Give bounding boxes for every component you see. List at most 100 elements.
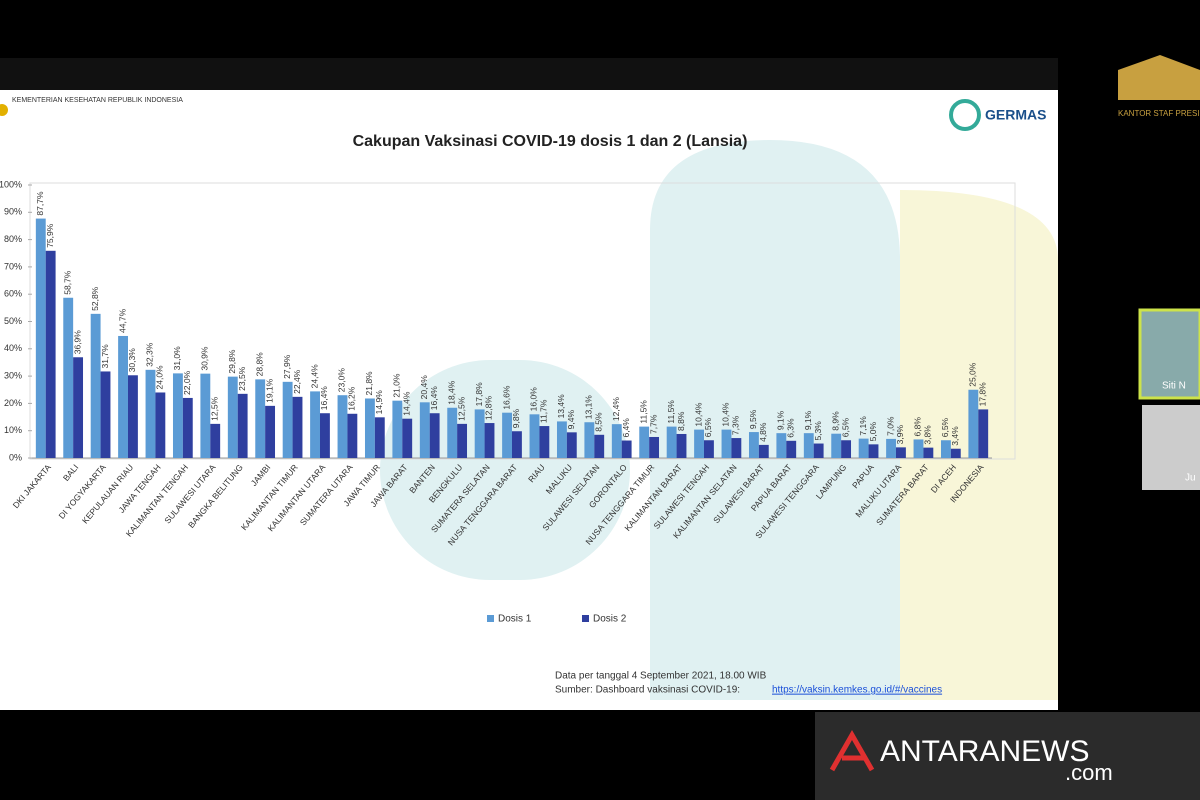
value-label: 6,8% (913, 417, 923, 437)
participant-name: Ju (1185, 473, 1196, 484)
bar (721, 429, 732, 458)
bar (584, 422, 595, 458)
value-label: 12,8% (484, 396, 494, 421)
value-label: 9,1% (803, 410, 813, 430)
bar (155, 392, 166, 458)
bar (337, 395, 348, 458)
y-tick-label: 60% (4, 289, 22, 299)
value-label: 28,8% (254, 352, 264, 377)
value-label: 11,7% (539, 399, 549, 423)
bar (704, 440, 714, 458)
participant-tile[interactable] (1138, 308, 1200, 400)
bar (694, 429, 704, 458)
footnote: Data per tanggal 4 September 2021, 18.00… (555, 671, 767, 682)
value-label: 6,5% (940, 417, 950, 437)
value-label: 13,1% (584, 395, 594, 420)
y-tick-label: 50% (4, 316, 22, 326)
source-link[interactable]: https://vaksin.kemkes.go.id/#/vaccines (772, 685, 942, 696)
bar (255, 379, 266, 458)
bar (200, 373, 211, 458)
value-label: 16,0% (529, 387, 539, 412)
bar (320, 413, 330, 458)
value-label: 20,4% (419, 375, 429, 400)
value-label: 16,4% (429, 386, 439, 411)
bar (210, 423, 221, 458)
bar (512, 431, 522, 458)
germas-logo (949, 99, 981, 131)
bar (566, 432, 577, 458)
bar (502, 412, 512, 458)
bar (896, 447, 906, 458)
value-label: 16,2% (347, 386, 357, 411)
participant-tile[interactable] (1142, 405, 1200, 490)
bar (841, 440, 852, 458)
value-label: 30,9% (200, 346, 210, 371)
y-tick-label: 0% (9, 452, 22, 462)
bar (786, 440, 797, 458)
bar (858, 438, 869, 458)
bar (666, 426, 677, 458)
value-label: 9,5% (748, 409, 758, 429)
bar (913, 439, 924, 458)
value-label: 10,4% (721, 402, 731, 427)
value-label: 31,7% (100, 344, 110, 369)
value-label: 23,0% (337, 368, 347, 393)
y-tick-label: 80% (4, 234, 22, 244)
value-label: 22,0% (182, 370, 192, 395)
decor (650, 140, 900, 700)
bar (90, 313, 101, 458)
bar (310, 391, 320, 458)
value-label: 52,8% (90, 286, 100, 311)
y-tick-label: 10% (4, 425, 22, 435)
y-tick-label: 40% (4, 343, 22, 353)
legend-swatch (487, 615, 494, 622)
value-label: 14,9% (374, 390, 384, 415)
legend-label: Dosis 2 (593, 614, 627, 625)
germas: GERMAS (985, 107, 1046, 123)
bar (978, 409, 989, 458)
bar (402, 418, 413, 458)
bar (73, 357, 84, 458)
y-tick-label: 90% (4, 207, 22, 217)
value-label: 10,4% (693, 402, 703, 427)
bar (374, 417, 385, 458)
source: Sumber: Dashboard vaksinasi COVID-19: (555, 685, 740, 696)
bar (118, 335, 128, 458)
bar (529, 414, 540, 458)
value-label: 13,4% (556, 394, 566, 419)
value-label: 3,9% (895, 425, 905, 445)
value-label: 27,9% (282, 354, 292, 379)
value-label: 17,8% (474, 382, 484, 407)
value-label: 8,9% (830, 411, 840, 431)
bar (484, 423, 495, 458)
bar (676, 433, 687, 458)
value-label: 58,7% (62, 270, 72, 295)
value-label: 7,3% (731, 415, 741, 435)
bar (392, 400, 403, 458)
bar (292, 396, 303, 458)
bar (968, 389, 979, 458)
bar (474, 409, 485, 458)
bar (556, 421, 567, 458)
value-label: 6,4% (621, 418, 631, 438)
value-label: 7,1% (858, 416, 868, 436)
value-label: 3,8% (923, 425, 933, 445)
value-label: 16,6% (501, 385, 511, 410)
decor (380, 360, 630, 580)
value-label: 25,0% (968, 362, 978, 387)
value-label: 5,3% (813, 421, 823, 441)
value-label: 6,3% (785, 418, 795, 438)
bar (429, 413, 440, 458)
y-tick-label: 70% (4, 261, 22, 271)
value-label: 6,5% (703, 417, 713, 437)
watermark-bg (815, 712, 1200, 800)
value-label: 44,7% (117, 308, 127, 333)
ministry-logo (0, 104, 8, 116)
bar (282, 381, 293, 458)
value-label: 12,5% (456, 396, 466, 421)
bar (145, 369, 156, 458)
value-label: 9,8% (511, 408, 521, 428)
value-label: 75,9% (45, 223, 55, 248)
bar (776, 433, 787, 458)
